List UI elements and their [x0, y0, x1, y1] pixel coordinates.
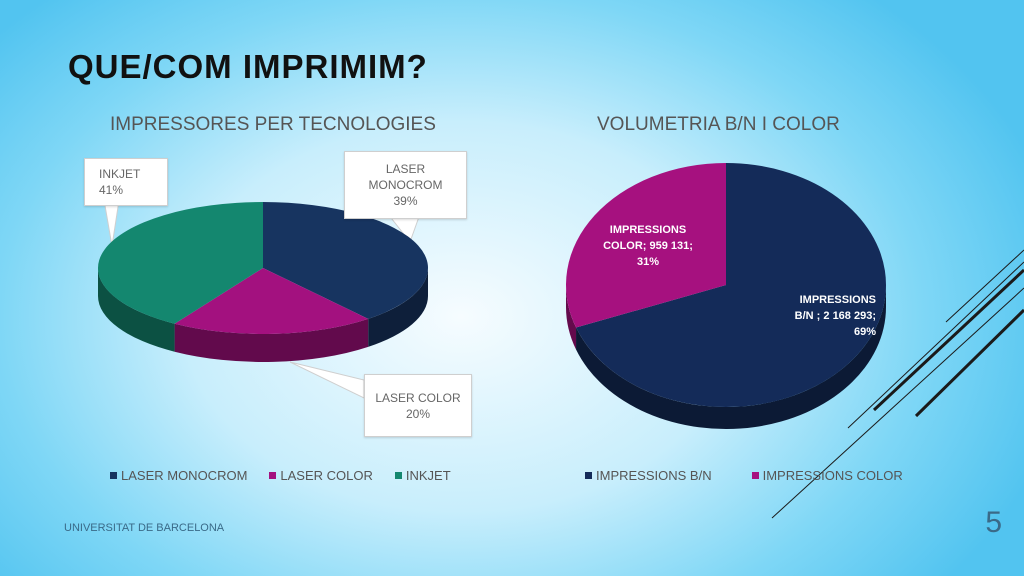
callout-pointer-laser-color — [289, 361, 365, 399]
callout-laser-color-value: 20% — [405, 406, 431, 421]
footer-institution: UNIVERSITAT DE BARCELONA — [64, 522, 225, 534]
pie-side-laser-monocrom — [368, 268, 428, 347]
legend-swatch — [269, 472, 277, 479]
legend-label: LASER COLOR — [280, 468, 373, 483]
callout-laser-monocrom: LASER MONOCROM 39% — [344, 151, 467, 219]
pie-side-impressions-color — [566, 285, 577, 350]
legend-technologies: LASER MONOCROM LASER COLOR INKJET — [110, 468, 473, 483]
chart-title-volumetry: VOLUMETRIA B/N I COLOR — [597, 114, 840, 135]
legend-label: LASER MONOCROM — [121, 468, 248, 483]
legend-swatch — [110, 472, 117, 479]
legend-swatch — [751, 472, 759, 479]
pie-slice-laser-color — [174, 268, 369, 334]
legend-swatch — [585, 472, 592, 479]
label-impressions-color: IMPRESSIONS COLOR; 959 131; 31% — [603, 224, 693, 268]
pie-technologies — [97, 202, 428, 362]
legend-label: IMPRESSIONS COLOR — [762, 468, 903, 483]
pie-slice-impressions-bn — [576, 163, 886, 407]
pie-slice-inkjet — [97, 202, 263, 324]
callout-laser-monocrom-value: 39% — [393, 194, 418, 208]
label-impressions-bn: IMPRESSIONS B/N ; 2 168 293; 69% — [794, 294, 876, 338]
pie-side-laser-color — [174, 318, 369, 362]
slide-title: QUE/COM IMPRIMIM? — [68, 48, 428, 85]
page-number: 5 — [985, 506, 1002, 539]
callout-inkjet-name: INKJET — [99, 167, 141, 181]
legend-item-laser-color: LASER COLOR — [269, 468, 373, 483]
legend-item-impressions-color: IMPRESSIONS COLOR — [751, 468, 903, 483]
legend-volumetry: IMPRESSIONS B/N IMPRESSIONS COLOR — [585, 468, 925, 483]
legend-item-impressions-bn: IMPRESSIONS B/N — [585, 468, 712, 483]
legend-swatch — [394, 472, 402, 479]
callout-laser-color-name: LASER COLOR — [375, 390, 461, 405]
legend-label: INKJET — [405, 468, 451, 483]
callout-inkjet: INKJET 41% — [84, 158, 168, 206]
pie-slice-laser-monocrom — [263, 202, 428, 319]
callout-laser-color: LASER COLOR 20% — [364, 374, 472, 437]
chart-title-technologies: IMPRESSORES PER TECNOLOGIES — [110, 114, 436, 135]
pie-side-inkjet — [98, 268, 175, 352]
legend-item-inkjet: INKJET — [394, 468, 451, 483]
callout-laser-monocrom-name: LASER MONOCROM — [368, 162, 443, 192]
legend-label: IMPRESSIONS B/N — [596, 468, 712, 483]
legend-item-laser-monocrom: LASER MONOCROM — [110, 468, 247, 483]
callout-inkjet-value: 41% — [99, 183, 124, 197]
